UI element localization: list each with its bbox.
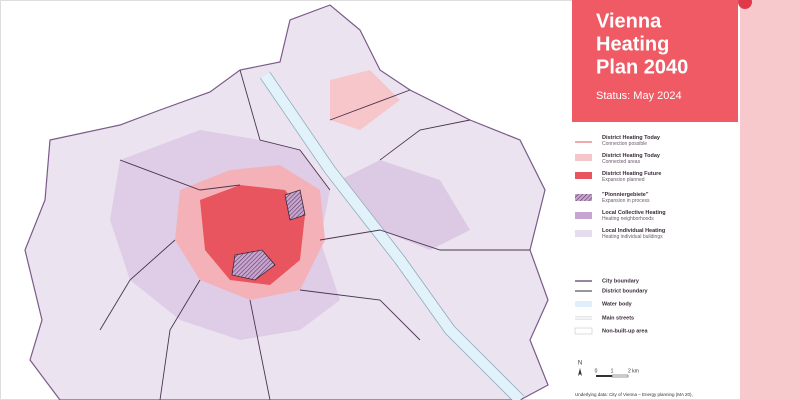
swatch	[575, 194, 592, 201]
side-strip	[740, 0, 800, 400]
swatch	[575, 301, 592, 307]
legend-label: District Heating Today	[602, 153, 661, 159]
legend-label: District boundary	[602, 288, 648, 294]
title-line: Heating	[596, 33, 669, 55]
title-box	[572, 0, 738, 122]
legend-sublabel: Expansion in process	[602, 198, 650, 204]
legend-label: Water body	[602, 301, 633, 307]
swatch	[575, 212, 592, 219]
legend-label: "Pionniergebiete"	[602, 192, 649, 198]
legend-sublabel: Expansion planned	[602, 177, 645, 183]
legend-sublabel: Heating neighborhoods	[602, 216, 654, 222]
swatch	[575, 230, 592, 237]
title-line: Vienna	[596, 10, 662, 32]
map	[24, 4, 549, 400]
legend-label: Local Individual Heating	[602, 228, 665, 234]
swatch	[574, 327, 593, 335]
legend-sublabel: Connected areas	[602, 159, 641, 165]
legend-label: Main streets	[602, 315, 634, 321]
legend-label: City boundary	[602, 278, 640, 284]
north-arrow	[578, 368, 582, 376]
corner-mark	[738, 0, 752, 9]
scale-bar	[611, 374, 629, 378]
status: Status: May 2024	[596, 90, 682, 102]
legend-sublabel: Connection possible	[602, 141, 647, 147]
legend-label: Non-built-up area	[602, 328, 648, 334]
scale-label: 0	[595, 368, 598, 374]
legend-label: District Heating Future	[602, 171, 661, 177]
neighborhoods	[340, 160, 470, 250]
legend-label: District Heating Today	[602, 135, 661, 141]
footnote: Underlying data: City of Vienna – Energy…	[575, 392, 693, 397]
legend-label: Local Collective Heating	[602, 210, 666, 216]
pioneer-area	[231, 249, 276, 281]
scale-bar	[596, 375, 612, 377]
north: N	[578, 361, 582, 367]
district-boundaries	[99, 69, 530, 400]
scale-label: 2 km	[628, 368, 639, 374]
title-line: Plan 2040	[596, 56, 688, 78]
expansion-planned	[200, 185, 305, 285]
pioneer-area	[284, 189, 306, 221]
legend-sublabel: Heating individual buildings	[602, 234, 663, 240]
scale-label: 1	[611, 368, 614, 374]
connected-areas	[330, 70, 400, 130]
danube	[260, 72, 524, 400]
swatch	[575, 154, 592, 161]
swatch	[575, 172, 592, 179]
